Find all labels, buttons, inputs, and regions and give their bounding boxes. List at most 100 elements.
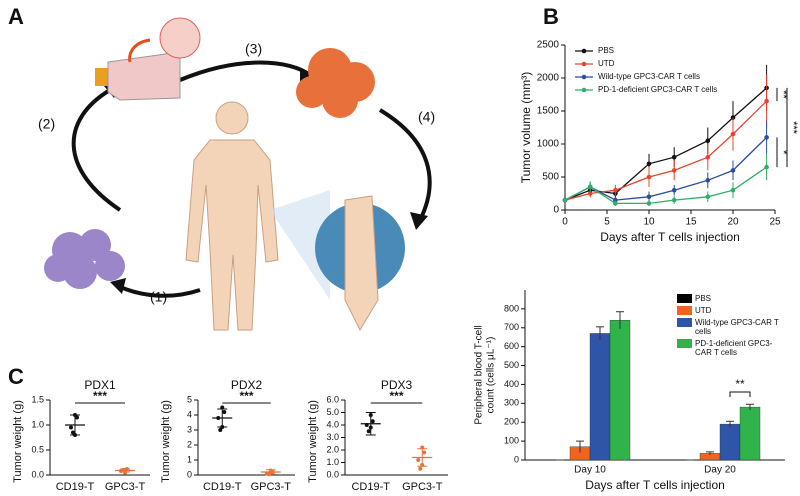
sig-bracket bbox=[729, 391, 751, 397]
point bbox=[587, 191, 593, 196]
y-tick-label: 500 bbox=[504, 360, 519, 370]
y-tick-label: 3.0 bbox=[326, 432, 339, 442]
y-axis-label: Tumor volume (mm³) bbox=[519, 72, 533, 184]
y-tick-label: 4.0 bbox=[326, 419, 339, 429]
cell-icon bbox=[159, 17, 201, 59]
point bbox=[671, 197, 677, 203]
bar bbox=[609, 320, 631, 461]
y-tick-label: 2000 bbox=[537, 73, 560, 84]
flask-cap bbox=[95, 68, 109, 86]
y-tick-label: 6.0 bbox=[326, 394, 339, 404]
legend-swatch bbox=[677, 339, 692, 348]
y-tick-label: 0.0 bbox=[326, 469, 339, 479]
y-tick-label: 1500 bbox=[537, 106, 560, 117]
y-tick-label: 0.0 bbox=[31, 469, 44, 479]
arrow bbox=[117, 284, 201, 298]
diagram bbox=[44, 17, 432, 332]
arrowhead bbox=[410, 212, 428, 230]
arrow bbox=[128, 38, 151, 63]
x-tick-label: 0 bbox=[562, 217, 568, 228]
legend-item: PD-1-deficient GPC3-CAR T cells bbox=[677, 339, 787, 357]
point bbox=[646, 201, 652, 206]
y-axis-label: count (cells μL⁻¹) bbox=[486, 337, 497, 414]
legend-item: Wild-type GPC3-CAR T cells bbox=[677, 318, 787, 336]
x-tick-label: CD19-T bbox=[56, 481, 95, 493]
bar bbox=[719, 423, 741, 461]
sig-label: *** bbox=[787, 121, 799, 135]
bar bbox=[739, 406, 761, 461]
x-axis-label: Days after T cells injection bbox=[600, 230, 740, 244]
y-tick-label: 200 bbox=[504, 417, 519, 427]
point bbox=[69, 425, 73, 430]
y-tick-label: 800 bbox=[504, 303, 519, 313]
step-label: (3) bbox=[245, 41, 262, 57]
arrow bbox=[179, 60, 312, 82]
y-tick-label: 2.0 bbox=[326, 444, 339, 454]
point bbox=[764, 164, 769, 170]
legend-swatch bbox=[677, 294, 692, 303]
sig-label: ** bbox=[735, 377, 745, 391]
y-tick-label: 0 bbox=[187, 469, 192, 479]
point bbox=[75, 415, 79, 420]
arm bbox=[344, 195, 379, 332]
point bbox=[71, 430, 75, 435]
x-tick-label: CD19-T bbox=[203, 481, 242, 493]
series-line bbox=[564, 100, 768, 201]
point bbox=[587, 184, 593, 190]
legend-marker bbox=[581, 74, 587, 80]
y-tick-label: 0.5 bbox=[31, 444, 44, 454]
point bbox=[646, 194, 652, 200]
legend-item: PBS bbox=[677, 294, 787, 303]
arrowhead bbox=[110, 278, 126, 294]
legend-label: PBS bbox=[598, 46, 614, 55]
sig-label: *** bbox=[389, 389, 403, 403]
y-tick-label: 1.5 bbox=[31, 394, 44, 404]
sig-label: ** bbox=[777, 90, 789, 99]
legend-item: UTD bbox=[677, 306, 787, 315]
x-tick-label: 5 bbox=[604, 217, 610, 228]
chart-title: PDX2 bbox=[231, 378, 263, 392]
panel-label: C bbox=[8, 364, 24, 389]
x-tick-label: 20 bbox=[727, 217, 739, 228]
flask bbox=[107, 51, 181, 101]
arrow bbox=[378, 108, 432, 221]
y-axis-label: Tumor weight (g) bbox=[12, 400, 24, 483]
y-tick-label: 600 bbox=[504, 341, 519, 351]
step-label: (1) bbox=[150, 289, 167, 305]
y-axis-label: Tumor weight (g) bbox=[160, 400, 172, 483]
x-tick-label: GPC3-T bbox=[251, 481, 292, 493]
legend-label: UTD bbox=[695, 306, 712, 315]
y-tick-label: 700 bbox=[504, 322, 519, 332]
legend-swatch bbox=[677, 306, 692, 315]
y-tick-label: 1.0 bbox=[326, 457, 339, 467]
legend-marker bbox=[581, 87, 587, 93]
x-tick-label: 10 bbox=[643, 217, 655, 228]
x-tick-label: CD19-T bbox=[351, 481, 390, 493]
bar bbox=[589, 333, 611, 461]
point bbox=[705, 154, 711, 160]
y-tick-label: 4 bbox=[187, 409, 192, 419]
point bbox=[646, 161, 652, 167]
point bbox=[218, 428, 223, 432]
arrow bbox=[71, 88, 122, 212]
y-tick-label: 3 bbox=[187, 424, 192, 434]
point bbox=[416, 458, 421, 462]
point bbox=[705, 138, 711, 143]
x-tick-label: 15 bbox=[685, 217, 697, 228]
y-tick-label: 100 bbox=[504, 435, 519, 445]
point bbox=[366, 429, 371, 434]
legend-label: PD-1-deficient GPC3-CAR T cells bbox=[598, 85, 717, 94]
step-label: (4) bbox=[418, 109, 435, 125]
y-tick-label: 2500 bbox=[537, 40, 560, 51]
y-tick-label: 400 bbox=[504, 379, 519, 389]
sig-label: * bbox=[777, 150, 789, 155]
y-tick-label: 0 bbox=[553, 205, 559, 216]
y-tick-label: 1000 bbox=[537, 139, 560, 150]
point bbox=[705, 194, 711, 200]
point bbox=[418, 466, 423, 471]
sig-label: *** bbox=[93, 389, 107, 403]
point bbox=[705, 178, 711, 183]
t-cells bbox=[44, 229, 125, 289]
